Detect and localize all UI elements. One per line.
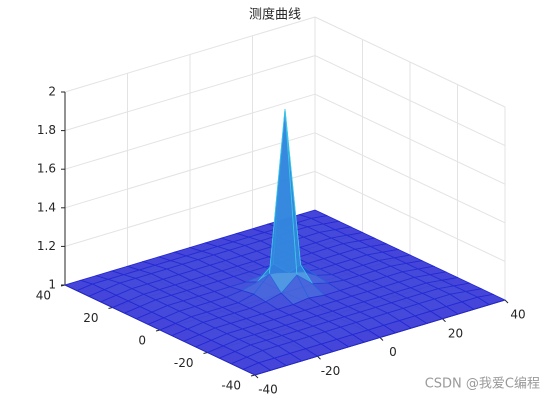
mesh-cell (242, 362, 272, 376)
x-tick (254, 374, 259, 379)
y-tick (108, 307, 113, 309)
grid-line (64, 16, 316, 93)
y-tick-label: 0 (138, 334, 146, 348)
grid-line (314, 93, 506, 185)
y-tick (250, 374, 256, 377)
z-tick-label: 1.8 (37, 123, 56, 137)
x-tick-label: -40 (258, 383, 278, 397)
z-tick-label: 2 (48, 85, 56, 99)
z-tick-label: 1.6 (37, 162, 56, 176)
y-tick-label: -40 (221, 379, 241, 393)
grid-line (64, 93, 316, 170)
chart-title: 测度曲线 (249, 7, 301, 23)
grid-line (314, 132, 506, 224)
grid-line (314, 55, 506, 147)
grid-line (64, 55, 316, 132)
x-tick (379, 337, 384, 341)
x-tick-label: 0 (389, 345, 397, 359)
x-tick (504, 299, 509, 304)
grid-line (314, 16, 506, 108)
z-tick-label: 1.2 (37, 239, 56, 253)
x-tick-label: 40 (510, 308, 525, 322)
y-tick (155, 329, 161, 332)
z-tick-label: 1.4 (37, 200, 56, 214)
grid-line (314, 170, 506, 262)
x-tick-label: 20 (448, 326, 463, 340)
grid-line (64, 132, 316, 209)
grid-line (64, 170, 316, 247)
x-tick (442, 318, 446, 323)
y-tick-label: 20 (83, 311, 98, 325)
x-tick-label: -20 (321, 364, 341, 378)
y-tick-label: 40 (36, 289, 51, 303)
z-tick-label: 1 (48, 278, 56, 292)
watermark: CSDN @我爱C编程 (425, 377, 540, 392)
y-tick-label: -20 (174, 356, 194, 370)
y-tick (203, 352, 208, 354)
x-tick (317, 355, 321, 360)
